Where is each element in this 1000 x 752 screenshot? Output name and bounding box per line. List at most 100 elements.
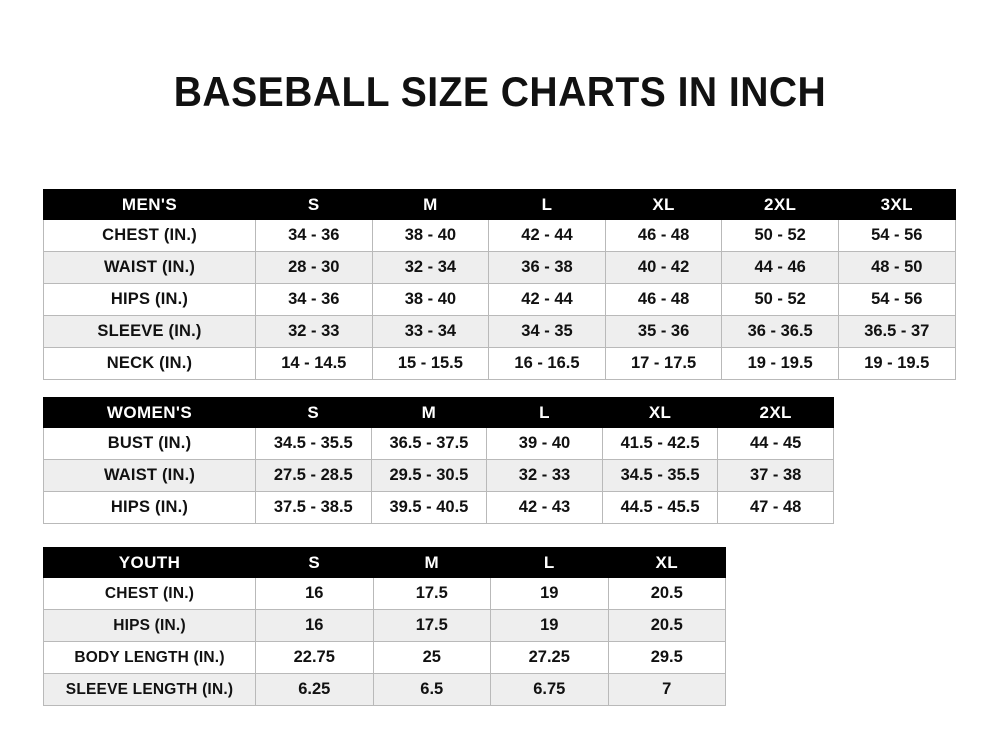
measurement-value: 29.5 xyxy=(607,641,726,674)
measurement-label: HIPS (IN.) xyxy=(43,491,256,524)
measurement-value: 16 xyxy=(255,609,374,642)
measurement-value: 7 xyxy=(607,673,726,706)
measurement-value: 35 - 36 xyxy=(604,315,723,348)
measurement-value: 54 - 56 xyxy=(837,219,956,252)
table-header-row: MEN'S S M L XL 2XL 3XL xyxy=(43,189,956,220)
measurement-value: 36 - 38 xyxy=(488,251,606,284)
measurement-value: 17.5 xyxy=(372,577,491,610)
womens-size-table: WOMEN'S S M L XL 2XL BUST (IN.) 34.5 - 35.5 36.5… xyxy=(43,397,834,524)
measurement-value: 41.5 - 42.5 xyxy=(601,427,719,460)
category-header-womens: WOMEN'S xyxy=(43,397,256,428)
table-row: SLEEVE (IN.) 32 - 33 33 - 34 34 - 35 35 - 36… xyxy=(43,315,956,348)
measurement-value: 17 - 17.5 xyxy=(604,347,723,380)
measurement-value: 36.5 - 37 xyxy=(837,315,956,348)
measurement-value: 34.5 - 35.5 xyxy=(255,427,372,460)
measurement-value: 34 - 35 xyxy=(488,315,606,348)
measurement-value: 27.25 xyxy=(490,641,609,674)
measurement-value: 19 - 19.5 xyxy=(837,347,956,380)
size-column-header-m: M xyxy=(370,397,488,428)
measurement-value: 46 - 48 xyxy=(604,219,723,252)
measurement-value: 27.5 - 28.5 xyxy=(255,459,372,492)
measurement-value: 22.75 xyxy=(255,641,374,674)
measurement-value: 42 - 44 xyxy=(488,283,606,316)
table-row: BODY LENGTH (IN.) 22.75 25 27.25 29.5 xyxy=(43,641,726,674)
category-header-mens: MEN'S xyxy=(43,189,256,220)
size-column-header-xl: XL xyxy=(607,547,726,578)
measurement-value: 34 - 36 xyxy=(255,219,373,252)
measurement-value: 39.5 - 40.5 xyxy=(370,491,488,524)
measurement-label: CHEST (IN.) xyxy=(43,219,256,252)
measurement-value: 6.25 xyxy=(255,673,374,706)
page-title: BASEBALL SIZE CHARTS IN INCH xyxy=(173,68,827,115)
measurement-value: 20.5 xyxy=(607,609,726,642)
measurement-label: CHEST (IN.) xyxy=(43,577,256,610)
measurement-value: 6.5 xyxy=(372,673,491,706)
youth-size-table: YOUTH S M L XL CHEST (IN.) 16 17.5 19 20.5 HIPS (I… xyxy=(43,547,726,706)
size-column-header-2xl: 2XL xyxy=(717,397,834,428)
measurement-value: 37 - 38 xyxy=(717,459,834,492)
table-row: WAIST (IN.) 27.5 - 28.5 29.5 - 30.5 32 - 33… xyxy=(43,459,834,492)
measurement-label: BUST (IN.) xyxy=(43,427,256,460)
measurement-value: 32 - 34 xyxy=(371,251,490,284)
category-header-youth: YOUTH xyxy=(43,547,256,578)
measurement-value: 54 - 56 xyxy=(837,283,956,316)
table-row: CHEST (IN.) 16 17.5 19 20.5 xyxy=(43,577,726,610)
measurement-value: 50 - 52 xyxy=(721,219,839,252)
size-column-header-s: S xyxy=(255,397,372,428)
measurement-value: 34.5 - 35.5 xyxy=(601,459,719,492)
mens-size-table: MEN'S S M L XL 2XL 3XL CHEST (IN.) 34 - 36 38 - 4… xyxy=(43,189,956,380)
table-header-row: YOUTH S M L XL xyxy=(43,547,726,578)
size-column-header-xl: XL xyxy=(601,397,719,428)
measurement-value: 28 - 30 xyxy=(255,251,373,284)
measurement-value: 32 - 33 xyxy=(486,459,603,492)
measurement-value: 17.5 xyxy=(372,609,491,642)
measurement-value: 48 - 50 xyxy=(837,251,956,284)
measurement-value: 44 - 45 xyxy=(717,427,834,460)
measurement-value: 38 - 40 xyxy=(371,283,490,316)
measurement-value: 42 - 44 xyxy=(488,219,606,252)
table-row: CHEST (IN.) 34 - 36 38 - 40 42 - 44 46 - 48 5… xyxy=(43,219,956,252)
measurement-value: 32 - 33 xyxy=(255,315,373,348)
table-row: WAIST (IN.) 28 - 30 32 - 34 36 - 38 40 - 42 4… xyxy=(43,251,956,284)
measurement-value: 15 - 15.5 xyxy=(371,347,490,380)
size-column-header-xl: XL xyxy=(604,189,723,220)
measurement-value: 42 - 43 xyxy=(486,491,603,524)
measurement-value: 44.5 - 45.5 xyxy=(601,491,719,524)
table-row: NECK (IN.) 14 - 14.5 15 - 15.5 16 - 16.5 17 … xyxy=(43,347,956,380)
table-header-row: WOMEN'S S M L XL 2XL xyxy=(43,397,834,428)
measurement-value: 36 - 36.5 xyxy=(721,315,839,348)
measurement-value: 25 xyxy=(372,641,491,674)
size-column-header-3xl: 3XL xyxy=(837,189,956,220)
measurement-value: 44 - 46 xyxy=(721,251,839,284)
measurement-value: 20.5 xyxy=(607,577,726,610)
measurement-value: 37.5 - 38.5 xyxy=(255,491,372,524)
size-column-header-m: M xyxy=(371,189,490,220)
measurement-value: 40 - 42 xyxy=(604,251,723,284)
size-column-header-l: L xyxy=(486,397,603,428)
measurement-value: 38 - 40 xyxy=(371,219,490,252)
measurement-label: BODY LENGTH (IN.) xyxy=(43,641,256,674)
measurement-value: 46 - 48 xyxy=(604,283,723,316)
size-column-header-l: L xyxy=(488,189,606,220)
table-row: HIPS (IN.) 16 17.5 19 20.5 xyxy=(43,609,726,642)
measurement-value: 6.75 xyxy=(490,673,609,706)
measurement-value: 50 - 52 xyxy=(721,283,839,316)
size-column-header-s: S xyxy=(255,189,373,220)
measurement-label: SLEEVE (IN.) xyxy=(43,315,256,348)
measurement-value: 34 - 36 xyxy=(255,283,373,316)
measurement-value: 29.5 - 30.5 xyxy=(370,459,488,492)
measurement-value: 36.5 - 37.5 xyxy=(370,427,488,460)
measurement-label: HIPS (IN.) xyxy=(43,283,256,316)
table-row: SLEEVE LENGTH (IN.) 6.25 6.5 6.75 7 xyxy=(43,673,726,706)
table-row: HIPS (IN.) 34 - 36 38 - 40 42 - 44 46 - 48 50… xyxy=(43,283,956,316)
measurement-value: 33 - 34 xyxy=(371,315,490,348)
measurement-label: WAIST (IN.) xyxy=(43,459,256,492)
table-row: BUST (IN.) 34.5 - 35.5 36.5 - 37.5 39 - 40 4… xyxy=(43,427,834,460)
measurement-value: 47 - 48 xyxy=(717,491,834,524)
table-row: HIPS (IN.) 37.5 - 38.5 39.5 - 40.5 42 - 43 4… xyxy=(43,491,834,524)
measurement-label: WAIST (IN.) xyxy=(43,251,256,284)
size-column-header-l: L xyxy=(490,547,609,578)
measurement-label: HIPS (IN.) xyxy=(43,609,256,642)
measurement-label: SLEEVE LENGTH (IN.) xyxy=(43,673,256,706)
